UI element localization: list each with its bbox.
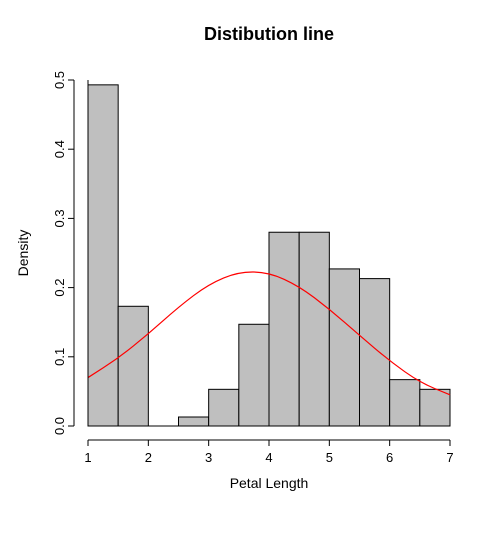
hist-bar <box>390 380 420 426</box>
y-tick-label: 0.5 <box>52 71 67 89</box>
x-tick-label: 5 <box>326 450 333 465</box>
hist-bar <box>360 279 390 426</box>
hist-bar <box>329 269 359 426</box>
hist-bar <box>420 389 450 426</box>
plot-bg <box>0 0 500 534</box>
hist-bar <box>269 232 299 426</box>
histogram-figure: Distibution line 1 2 3 4 5 6 7 0.0 0.1 0.2 0.3 0.4 0.… <box>0 0 500 534</box>
x-tick-label: 3 <box>205 450 212 465</box>
hist-bar <box>239 324 269 426</box>
x-axis-label: Petal Length <box>230 475 309 491</box>
y-tick-label: 0.4 <box>52 140 67 158</box>
hist-bar <box>209 389 239 426</box>
y-tick-label: 0.1 <box>52 348 67 366</box>
y-tick-label: 0.3 <box>52 209 67 227</box>
y-axis-label: Density <box>15 230 31 277</box>
y-tick-label: 0.0 <box>52 417 67 435</box>
x-tick-label: 7 <box>446 450 453 465</box>
x-tick-label: 1 <box>84 450 91 465</box>
x-tick-label: 4 <box>265 450 272 465</box>
hist-bar <box>179 417 209 426</box>
chart-svg: Distibution line 1 2 3 4 5 6 7 0.0 0.1 0.2 0.3 0.4 0.… <box>0 0 500 534</box>
hist-bar <box>118 306 148 426</box>
chart-title: Distibution line <box>204 24 334 44</box>
x-tick-label: 6 <box>386 450 393 465</box>
y-tick-label: 0.2 <box>52 279 67 297</box>
x-tick-label: 2 <box>145 450 152 465</box>
hist-bar <box>299 232 329 426</box>
